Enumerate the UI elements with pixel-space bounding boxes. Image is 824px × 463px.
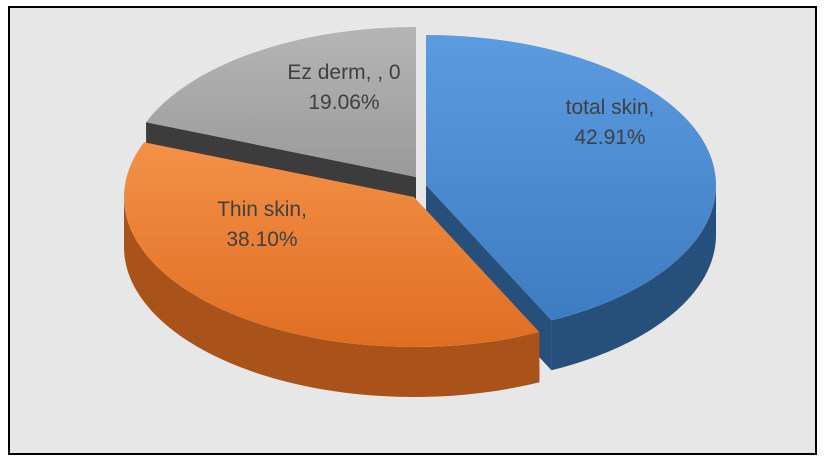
slice-label-ez-derm: Ez derm, , 0 19.06% — [287, 61, 400, 114]
pie-slice-ez-derm — [146, 27, 416, 177]
pie-slice-side-thin-skin — [124, 197, 540, 398]
slice-label-total-skin: total skin, 42.91% — [566, 96, 655, 149]
pie-slice-thin-skin — [124, 142, 540, 347]
pie-slice-side-total-skin — [551, 185, 716, 371]
slice-label-thin-skin: Thin skin, 38.10% — [217, 198, 307, 251]
pie-slice-total-skin — [426, 35, 716, 321]
